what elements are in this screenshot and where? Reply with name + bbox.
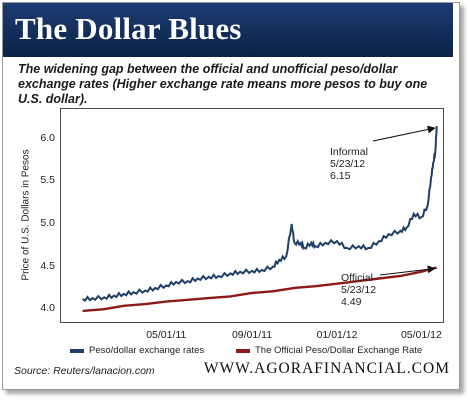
website-url: WWW.AGORAFINANCIAL.COM — [203, 360, 450, 377]
legend-item-official: The Official Peso/Dollar Exchange Rate — [236, 345, 422, 356]
chart-subtitle: The widening gap between the official an… — [18, 62, 428, 106]
annotation-informal-value: 6.15 — [330, 170, 351, 182]
legend-label-official: The Official Peso/Dollar Exchange Rate — [255, 345, 423, 356]
annotation-official-date: 5/23/12 — [341, 284, 377, 296]
legend-swatch-official — [236, 348, 250, 353]
title-banner: The Dollar Blues — [3, 3, 453, 57]
y-tick-label: 5.5 — [40, 174, 55, 187]
x-tick-label: 05/01/12 — [400, 329, 442, 341]
annotation-official-label: Official — [341, 272, 373, 284]
series-line-official — [82, 266, 438, 313]
x-tick-label: 05/01/11 — [146, 329, 187, 341]
y-tick-label: 6.0 — [40, 131, 55, 144]
y-tick-label: 4.5 — [40, 259, 55, 272]
legend-label-informal: Peso/dollar exchange rates — [89, 345, 205, 356]
x-tick-label: 01/01/12 — [316, 329, 358, 341]
legend-swatch-informal — [70, 348, 84, 353]
arrow-informal — [372, 125, 436, 142]
annotation-official-value: 4.49 — [341, 296, 362, 308]
annotation-informal-label: Informal — [330, 146, 368, 158]
x-tick-label: 09/01/11 — [231, 329, 273, 341]
annotation-informal-date: 5/23/12 — [330, 158, 366, 170]
chart-title: The Dollar Blues — [15, 11, 242, 46]
annotation-informal: Informal 5/23/12 6.15 — [330, 146, 368, 182]
annotation-official: Official 5/23/12 4.49 — [341, 272, 376, 308]
source-note: Source: Reuters/lanacion.com — [14, 365, 155, 377]
y-tick-label: 4.0 — [40, 302, 55, 315]
y-tick-label: 5.0 — [40, 217, 55, 230]
plot-area — [60, 108, 444, 323]
series-line-informal — [82, 125, 438, 302]
legend-item-informal: Peso/dollar exchange rates — [70, 345, 204, 356]
arrow-official — [379, 265, 436, 276]
